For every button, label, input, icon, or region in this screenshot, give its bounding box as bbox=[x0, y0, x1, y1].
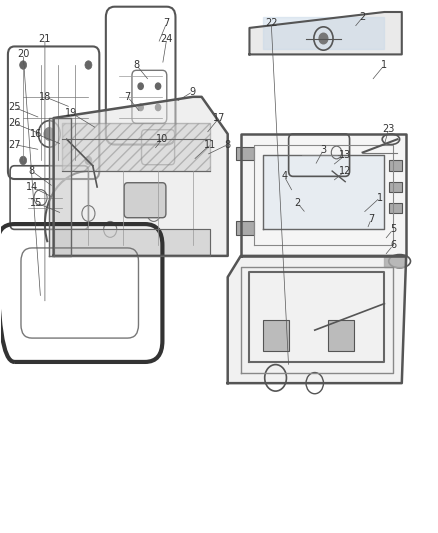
Text: 12: 12 bbox=[339, 166, 351, 176]
Polygon shape bbox=[262, 17, 385, 49]
Polygon shape bbox=[49, 118, 71, 256]
Polygon shape bbox=[385, 256, 406, 266]
Text: 9: 9 bbox=[190, 86, 196, 96]
Text: 13: 13 bbox=[339, 150, 351, 160]
Text: 6: 6 bbox=[390, 240, 396, 251]
Bar bbox=[389, 203, 402, 214]
Circle shape bbox=[319, 33, 328, 44]
Text: 2: 2 bbox=[294, 198, 300, 208]
Text: 27: 27 bbox=[8, 140, 21, 150]
Text: 20: 20 bbox=[17, 50, 29, 59]
Polygon shape bbox=[53, 229, 210, 256]
Bar bbox=[262, 319, 289, 351]
Text: 25: 25 bbox=[8, 102, 21, 112]
Text: 23: 23 bbox=[382, 124, 395, 134]
Text: 8: 8 bbox=[29, 166, 35, 176]
Text: 21: 21 bbox=[39, 34, 51, 44]
Text: 26: 26 bbox=[8, 118, 21, 128]
Text: 3: 3 bbox=[320, 145, 326, 155]
Circle shape bbox=[85, 156, 92, 165]
Circle shape bbox=[138, 83, 143, 90]
FancyBboxPatch shape bbox=[124, 183, 166, 217]
Text: 1: 1 bbox=[377, 192, 383, 203]
Bar bbox=[389, 182, 402, 192]
Polygon shape bbox=[250, 12, 402, 54]
Text: 1: 1 bbox=[381, 60, 388, 70]
Bar bbox=[328, 319, 354, 351]
Circle shape bbox=[155, 104, 161, 111]
Polygon shape bbox=[53, 97, 228, 256]
Polygon shape bbox=[241, 134, 406, 256]
Circle shape bbox=[20, 156, 27, 165]
Circle shape bbox=[155, 83, 161, 90]
Text: 5: 5 bbox=[390, 224, 396, 235]
Bar bbox=[389, 160, 402, 171]
Polygon shape bbox=[262, 155, 385, 229]
Text: 10: 10 bbox=[156, 134, 169, 144]
Bar bbox=[62, 123, 210, 171]
Text: 11: 11 bbox=[204, 140, 216, 150]
Circle shape bbox=[85, 61, 92, 69]
Text: 16: 16 bbox=[30, 129, 42, 139]
Circle shape bbox=[20, 61, 27, 69]
Text: 14: 14 bbox=[26, 182, 38, 192]
Text: 22: 22 bbox=[265, 18, 278, 28]
Text: 18: 18 bbox=[39, 92, 51, 102]
Text: 7: 7 bbox=[368, 214, 374, 224]
Text: 7: 7 bbox=[164, 18, 170, 28]
Text: 8: 8 bbox=[133, 60, 139, 70]
Text: 8: 8 bbox=[225, 140, 231, 150]
Text: 19: 19 bbox=[65, 108, 77, 118]
Text: 17: 17 bbox=[213, 113, 225, 123]
Text: 15: 15 bbox=[30, 198, 42, 208]
Text: 2: 2 bbox=[360, 12, 366, 22]
Polygon shape bbox=[228, 256, 406, 383]
Text: 7: 7 bbox=[124, 92, 131, 102]
Bar bbox=[237, 147, 254, 160]
Circle shape bbox=[44, 127, 54, 140]
Bar bbox=[237, 221, 254, 235]
Text: 4: 4 bbox=[281, 172, 287, 181]
Text: 24: 24 bbox=[161, 34, 173, 44]
Circle shape bbox=[138, 104, 143, 111]
